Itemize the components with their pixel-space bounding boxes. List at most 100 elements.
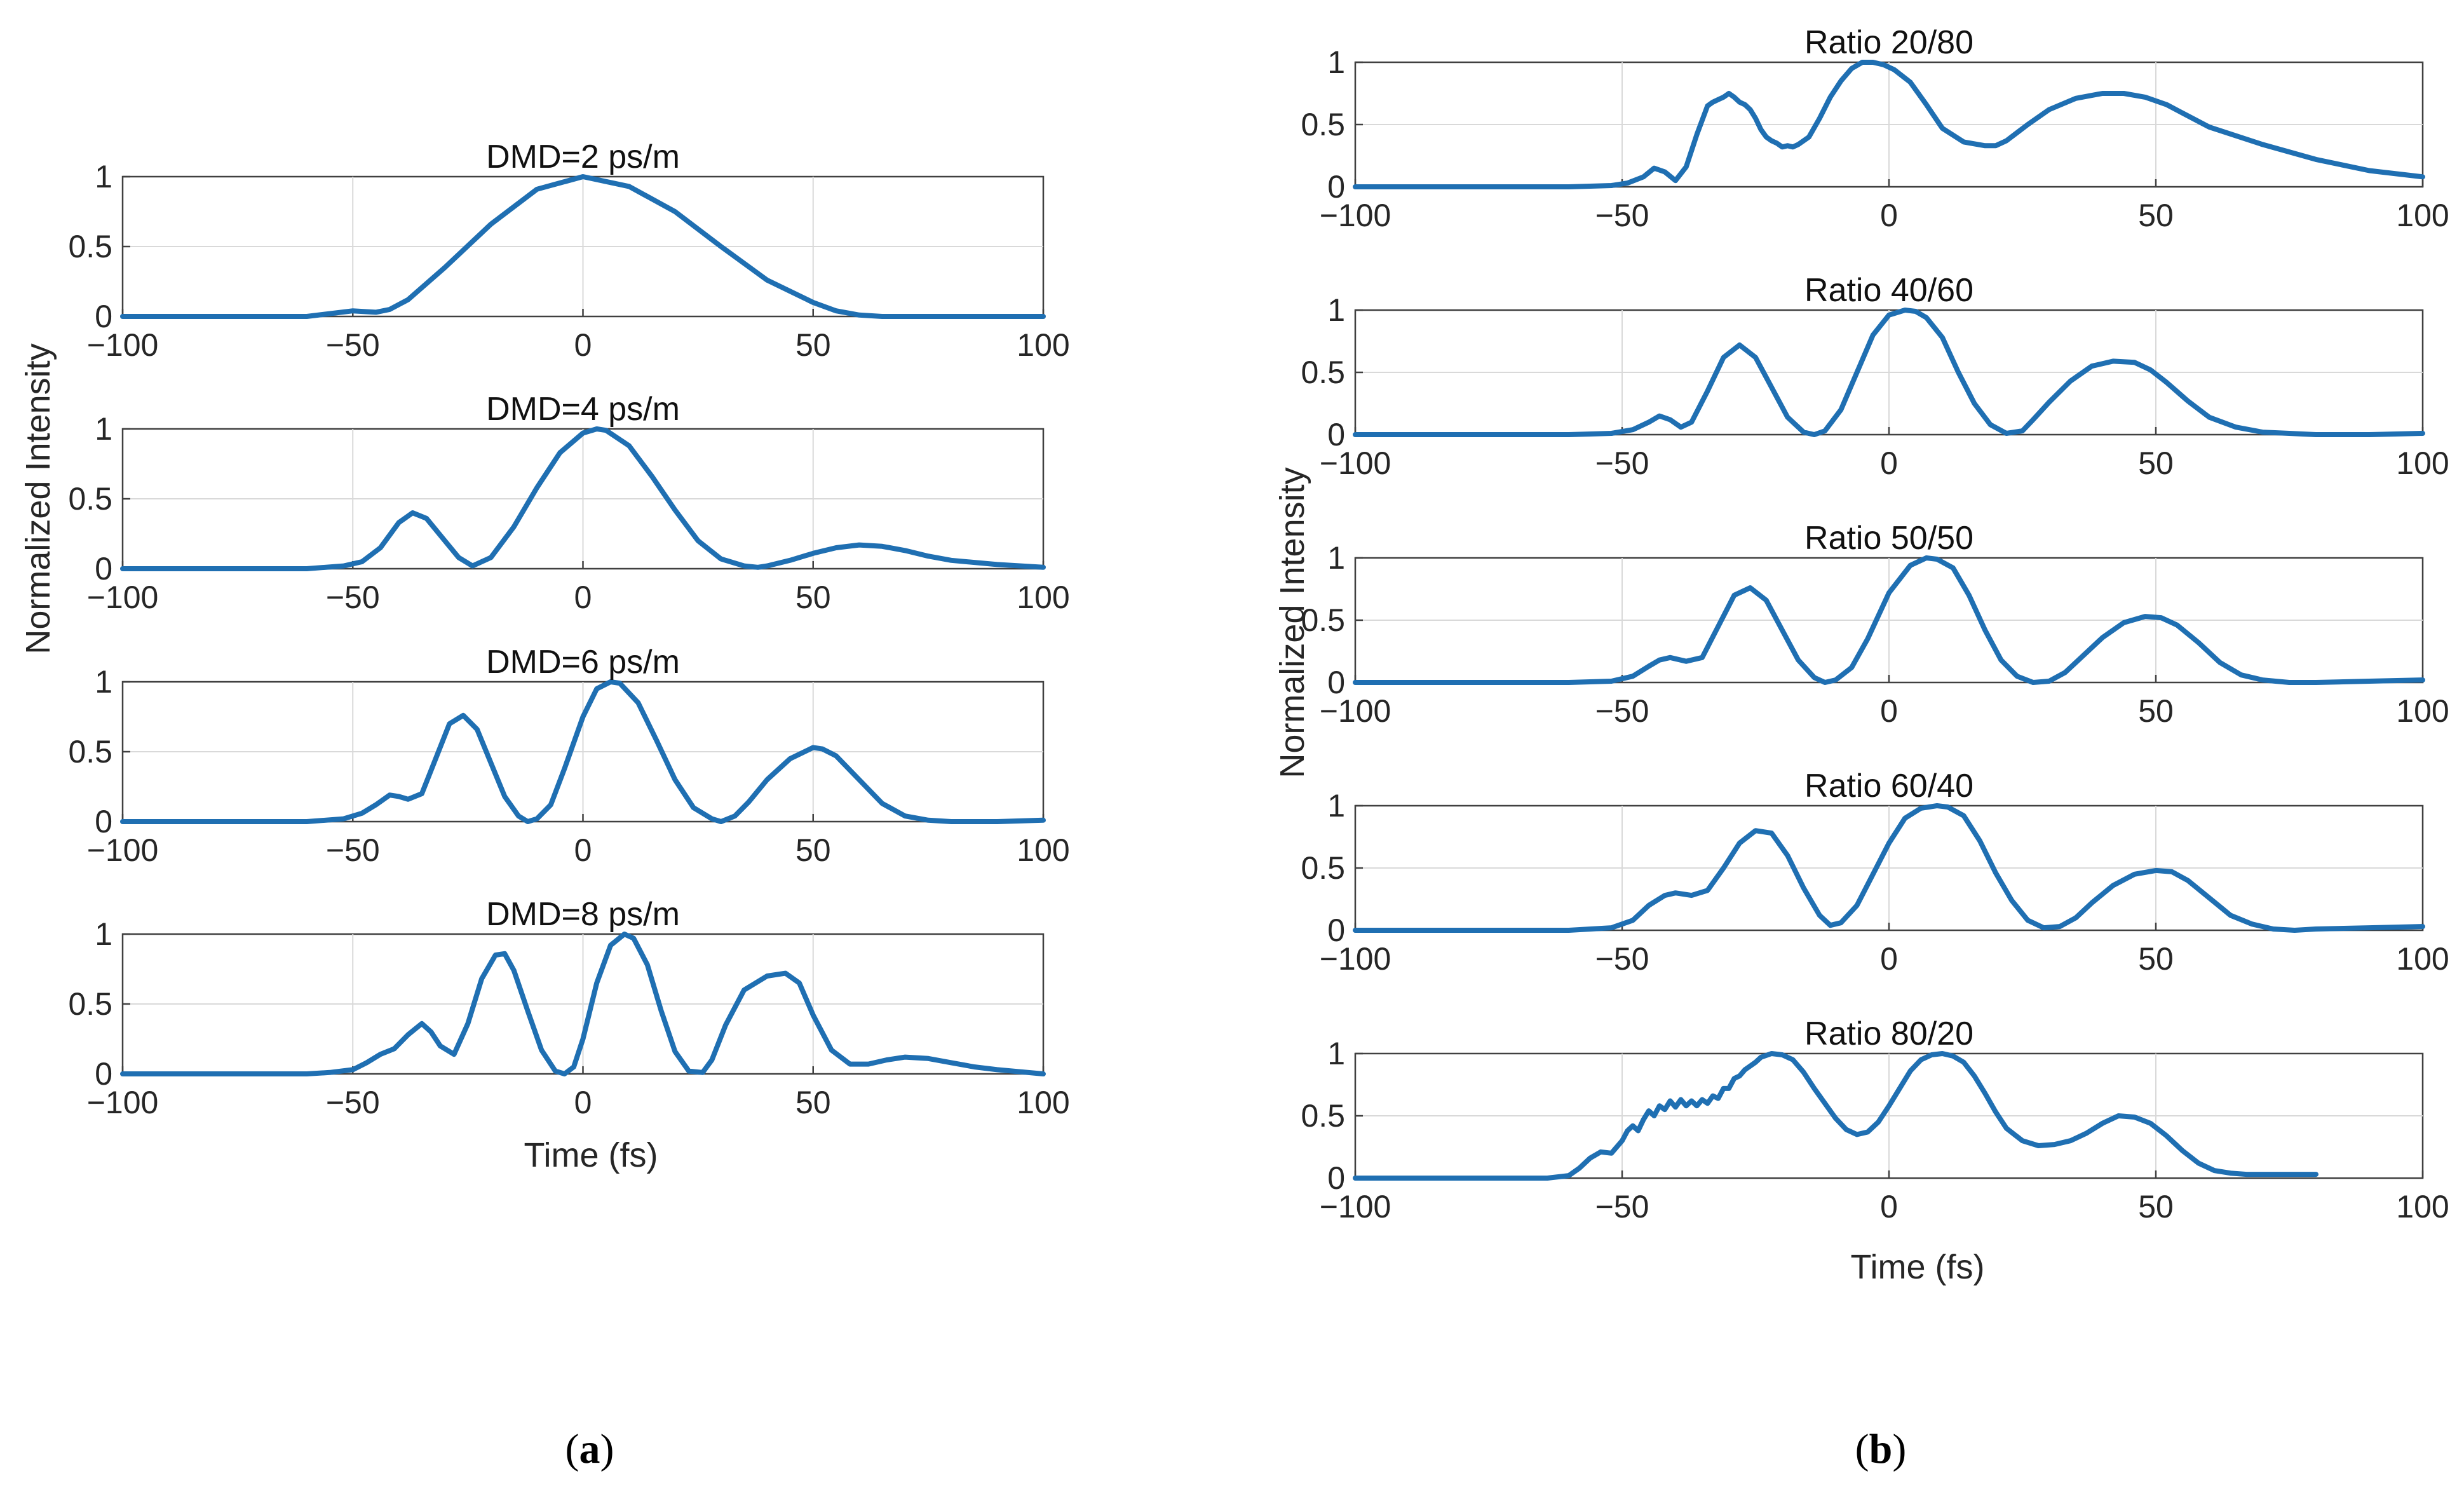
- y-tick-label: 0: [95, 1056, 112, 1092]
- x-tick-label: −100: [1320, 941, 1391, 977]
- x-tick-label: −50: [1595, 693, 1649, 729]
- y-tick-label: 0.5: [68, 229, 112, 264]
- panel-a-subplot-1: −100 −50 0 50 100 0 0.5 1 DMD=2 ps/m: [68, 139, 1069, 363]
- x-tick-label: −50: [326, 832, 380, 868]
- x-tick-label: −50: [1595, 445, 1649, 481]
- y-tick-label: 1: [1327, 788, 1345, 824]
- x-tick-label: −50: [326, 580, 380, 615]
- subplot-title: DMD=6 ps/m: [486, 644, 680, 681]
- y-tick-label: 1: [1327, 1036, 1345, 1071]
- panel-b-ylabel: Normalized Intensity: [1273, 467, 1311, 778]
- y-tick-label: 0.5: [68, 734, 112, 770]
- x-tick-label: 50: [795, 327, 831, 363]
- panel-a-xlabel: Time (fs): [524, 1136, 658, 1174]
- x-tick-label: −100: [87, 1085, 159, 1120]
- x-tick-label: 0: [574, 327, 592, 363]
- y-tick-label: 0: [95, 551, 112, 587]
- subplot-title: DMD=2 ps/m: [486, 139, 680, 175]
- y-tick-label: 1: [1327, 44, 1345, 80]
- subplot-title: Ratio 20/80: [1804, 24, 1973, 61]
- x-tick-label: 50: [2138, 693, 2174, 729]
- panel-a-subplot-3: −100 −50 0 50 100 0 0.5 1 DMD=6 ps/m: [68, 644, 1069, 868]
- x-tick-label: −100: [87, 580, 159, 615]
- x-tick-label: 0: [1880, 941, 1898, 977]
- x-tick-label: 100: [1017, 832, 1069, 868]
- caption-a: (a): [565, 1426, 614, 1472]
- y-tick-label: 0.5: [1301, 602, 1345, 638]
- intensity-series-line: [120, 426, 1046, 571]
- x-tick-label: 100: [2396, 693, 2449, 729]
- intensity-series-line: [1353, 60, 2425, 189]
- x-tick-label: 50: [795, 832, 831, 868]
- y-tick-label: 1: [95, 916, 112, 952]
- x-tick-label: −100: [87, 832, 159, 868]
- subplot-title: DMD=4 ps/m: [486, 391, 680, 428]
- x-tick-label: 100: [1017, 580, 1069, 615]
- x-tick-label: 100: [2396, 1189, 2449, 1224]
- subplot-title: Ratio 80/20: [1804, 1015, 1973, 1052]
- y-tick-label: 1: [1327, 292, 1345, 328]
- x-tick-label: 50: [795, 1085, 831, 1120]
- x-tick-label: −100: [1320, 198, 1391, 233]
- x-tick-label: 0: [1880, 198, 1898, 233]
- y-tick-label: 0: [1327, 1160, 1345, 1196]
- intensity-series-line: [1353, 1051, 2318, 1181]
- x-tick-label: 100: [2396, 941, 2449, 977]
- x-tick-label: 0: [1880, 693, 1898, 729]
- caption-b: (b): [1855, 1426, 1907, 1472]
- intensity-series-line: [120, 679, 1046, 824]
- y-tick-label: 0: [95, 804, 112, 839]
- subplot-title: Ratio 40/60: [1804, 272, 1973, 309]
- y-tick-label: 1: [95, 411, 112, 447]
- y-tick-label: 0.5: [1301, 107, 1345, 142]
- subplot-title: DMD=8 ps/m: [486, 896, 680, 933]
- y-tick-label: 0: [95, 299, 112, 334]
- x-tick-label: 0: [1880, 1189, 1898, 1224]
- panel-a-subplot-4: −100 −50 0 50 100 0 0.5 1 DMD=8 ps/m: [68, 896, 1069, 1120]
- intensity-series-line: [1353, 803, 2425, 933]
- y-tick-label: 1: [95, 664, 112, 700]
- x-tick-label: 0: [574, 1085, 592, 1120]
- x-tick-label: −100: [1320, 445, 1391, 481]
- x-tick-label: −50: [1595, 198, 1649, 233]
- y-tick-label: 1: [95, 159, 112, 194]
- x-tick-label: 100: [1017, 1085, 1069, 1120]
- panel-b-subplot-1: −100 −50 0 50 100 0 0.5 1 Ratio 20/80: [1301, 24, 2449, 233]
- x-tick-label: −100: [87, 327, 159, 363]
- panel-a-subplot-2: −100 −50 0 50 100 0 0.5 1 DMD=4 ps/m: [68, 391, 1069, 615]
- y-tick-label: 0: [1327, 417, 1345, 452]
- intensity-series-line: [1353, 308, 2425, 437]
- panel-b-subplot-5: −100 −50 0 50 100 0 0.5 1 Ratio 80/20: [1301, 1015, 2449, 1224]
- x-tick-label: 0: [1880, 445, 1898, 481]
- x-tick-label: 0: [574, 580, 592, 615]
- panel-b-subplot-4: −100 −50 0 50 100 0 0.5 1 Ratio 60/40: [1301, 768, 2449, 977]
- panel-a-ylabel: Normalized Intensity: [19, 343, 57, 654]
- caption-b-letter: b: [1869, 1426, 1893, 1472]
- intensity-series-line: [120, 932, 1046, 1076]
- y-tick-label: 0.5: [1301, 355, 1345, 390]
- x-tick-label: 50: [2138, 445, 2174, 481]
- intensity-series-line: [1353, 555, 2425, 685]
- x-tick-label: 50: [2138, 941, 2174, 977]
- y-tick-label: 0: [1327, 169, 1345, 205]
- x-tick-label: −50: [1595, 1189, 1649, 1224]
- x-tick-label: −100: [1320, 693, 1391, 729]
- y-tick-label: 0.5: [68, 481, 112, 517]
- x-tick-label: 50: [795, 580, 831, 615]
- x-tick-label: −50: [1595, 941, 1649, 977]
- y-tick-label: 0: [1327, 912, 1345, 948]
- y-tick-label: 0: [1327, 665, 1345, 700]
- x-tick-label: 50: [2138, 198, 2174, 233]
- panel-b-xlabel: Time (fs): [1851, 1248, 1985, 1286]
- x-tick-label: 0: [574, 832, 592, 868]
- panel-b-subplot-3: −100 −50 0 50 100 0 0.5 1 Ratio 50/50: [1301, 520, 2449, 729]
- subplot-title: Ratio 50/50: [1804, 520, 1973, 557]
- x-tick-label: 50: [2138, 1189, 2174, 1224]
- panel-b-subplot-2: −100 −50 0 50 100 0 0.5 1 Ratio 40/60: [1301, 272, 2449, 481]
- subplot-title: Ratio 60/40: [1804, 768, 1973, 804]
- y-tick-label: 0.5: [1301, 1098, 1345, 1134]
- y-tick-label: 0.5: [1301, 850, 1345, 886]
- x-tick-label: −100: [1320, 1189, 1391, 1224]
